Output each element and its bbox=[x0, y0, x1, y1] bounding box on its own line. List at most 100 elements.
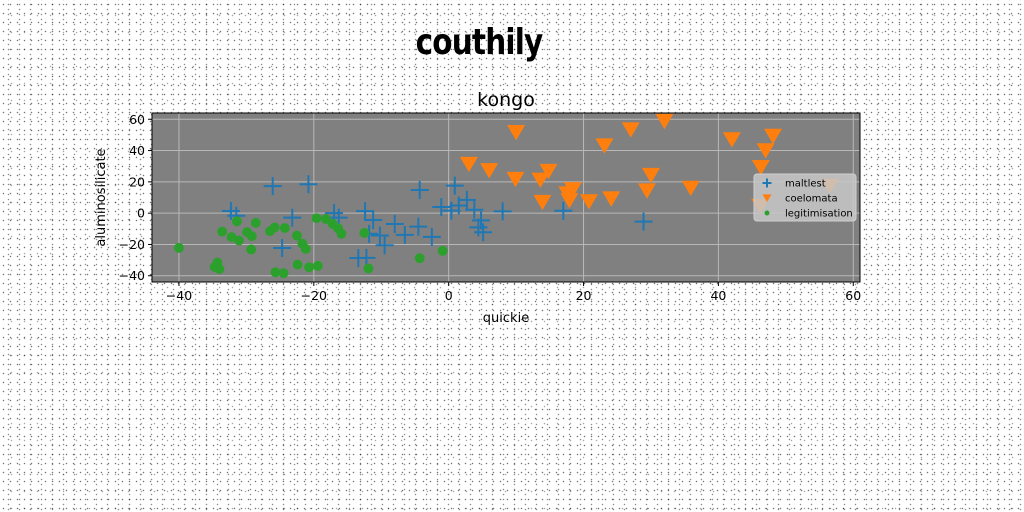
data-point bbox=[375, 236, 394, 255]
y-tick-label: 60 bbox=[129, 112, 145, 127]
data-point bbox=[263, 177, 282, 196]
data-point bbox=[621, 122, 640, 138]
data-point bbox=[273, 239, 292, 258]
x-tick-label: 20 bbox=[576, 288, 592, 303]
data-point bbox=[325, 204, 344, 223]
data-point bbox=[364, 211, 383, 230]
data-point bbox=[507, 125, 526, 141]
data-point bbox=[311, 213, 322, 224]
data-point bbox=[531, 172, 550, 188]
data-point bbox=[445, 176, 464, 195]
data-point bbox=[217, 226, 228, 237]
data-point bbox=[269, 222, 280, 233]
legend-marker bbox=[762, 194, 772, 203]
x-tick-label: −20 bbox=[301, 288, 327, 303]
data-point bbox=[174, 242, 184, 253]
data-point bbox=[246, 231, 257, 242]
data-point bbox=[722, 132, 741, 148]
data-point bbox=[300, 243, 311, 254]
data-point bbox=[533, 194, 552, 211]
data-point bbox=[472, 211, 491, 230]
data-point bbox=[602, 191, 621, 207]
y-tick-label: −20 bbox=[119, 237, 145, 252]
grid-lines bbox=[152, 113, 860, 282]
data-points bbox=[174, 113, 839, 279]
data-point bbox=[336, 228, 347, 239]
data-point bbox=[385, 214, 404, 233]
chart-title: kongo bbox=[477, 89, 535, 111]
data-point bbox=[270, 267, 281, 278]
data-point bbox=[634, 212, 653, 231]
data-point bbox=[409, 217, 428, 236]
data-point bbox=[764, 128, 783, 145]
data-point bbox=[457, 190, 476, 209]
legend-box bbox=[753, 173, 857, 222]
data-point bbox=[595, 138, 614, 154]
data-point bbox=[246, 244, 257, 255]
x-tick-label: 60 bbox=[845, 288, 861, 303]
legend-marker bbox=[762, 178, 772, 188]
data-point bbox=[226, 232, 237, 243]
data-point bbox=[560, 193, 579, 209]
x-tick-label: 0 bbox=[445, 288, 453, 303]
data-point bbox=[637, 183, 656, 199]
x-tick-label: −40 bbox=[166, 288, 192, 303]
data-point bbox=[279, 223, 290, 233]
data-point bbox=[469, 218, 488, 237]
x-tick-label: 40 bbox=[710, 288, 726, 303]
data-point bbox=[304, 262, 315, 273]
data-point bbox=[363, 263, 374, 274]
data-point bbox=[250, 217, 261, 228]
data-point bbox=[554, 201, 573, 220]
data-point bbox=[641, 167, 660, 184]
data-point bbox=[442, 201, 461, 220]
plot-frame bbox=[151, 112, 861, 283]
data-point bbox=[292, 230, 302, 241]
x-axis-label: quickie bbox=[483, 311, 529, 326]
data-point bbox=[357, 248, 376, 267]
data-point bbox=[283, 208, 302, 227]
data-point bbox=[432, 198, 451, 217]
data-point bbox=[395, 225, 414, 244]
axis-ticks: −40 −20 0 20 40 60 −40 −20 0 20 40 60 bbox=[119, 112, 862, 303]
data-point bbox=[756, 143, 775, 159]
data-point bbox=[474, 223, 493, 242]
y-tick-label: 0 bbox=[137, 206, 145, 221]
data-point bbox=[359, 227, 370, 238]
data-point bbox=[437, 245, 448, 256]
legend-label: maltlest bbox=[785, 179, 826, 190]
data-point bbox=[299, 175, 318, 194]
y-tick-label: 20 bbox=[129, 174, 145, 189]
data-point bbox=[459, 156, 478, 173]
figure-title: couthily bbox=[415, 22, 544, 63]
data-point bbox=[422, 227, 441, 246]
data-point bbox=[579, 194, 598, 210]
data-point bbox=[563, 182, 582, 198]
data-point bbox=[214, 264, 225, 274]
y-tick-label: −40 bbox=[119, 268, 145, 283]
data-point bbox=[539, 163, 558, 180]
legend: maltlest coelomata legitimisation bbox=[753, 173, 857, 222]
data-point bbox=[681, 180, 700, 197]
data-point bbox=[751, 159, 770, 176]
data-point bbox=[655, 113, 674, 130]
data-point bbox=[493, 202, 512, 221]
data-point bbox=[410, 180, 429, 199]
data-point bbox=[292, 259, 303, 270]
legend-label: coelomata bbox=[785, 194, 838, 205]
legend-label: legitimisation bbox=[785, 209, 853, 220]
data-point bbox=[465, 200, 484, 219]
y-axis-label: aluminosilicate bbox=[94, 148, 109, 246]
legend-marker bbox=[764, 210, 770, 216]
data-point bbox=[312, 260, 323, 271]
data-point bbox=[480, 163, 499, 179]
data-point bbox=[370, 226, 389, 245]
data-point bbox=[414, 253, 425, 264]
y-tick-label: 40 bbox=[129, 143, 145, 158]
data-point bbox=[356, 202, 375, 221]
data-point bbox=[232, 216, 242, 227]
data-point bbox=[506, 171, 525, 188]
plot-area bbox=[152, 113, 860, 282]
data-point bbox=[278, 268, 289, 279]
